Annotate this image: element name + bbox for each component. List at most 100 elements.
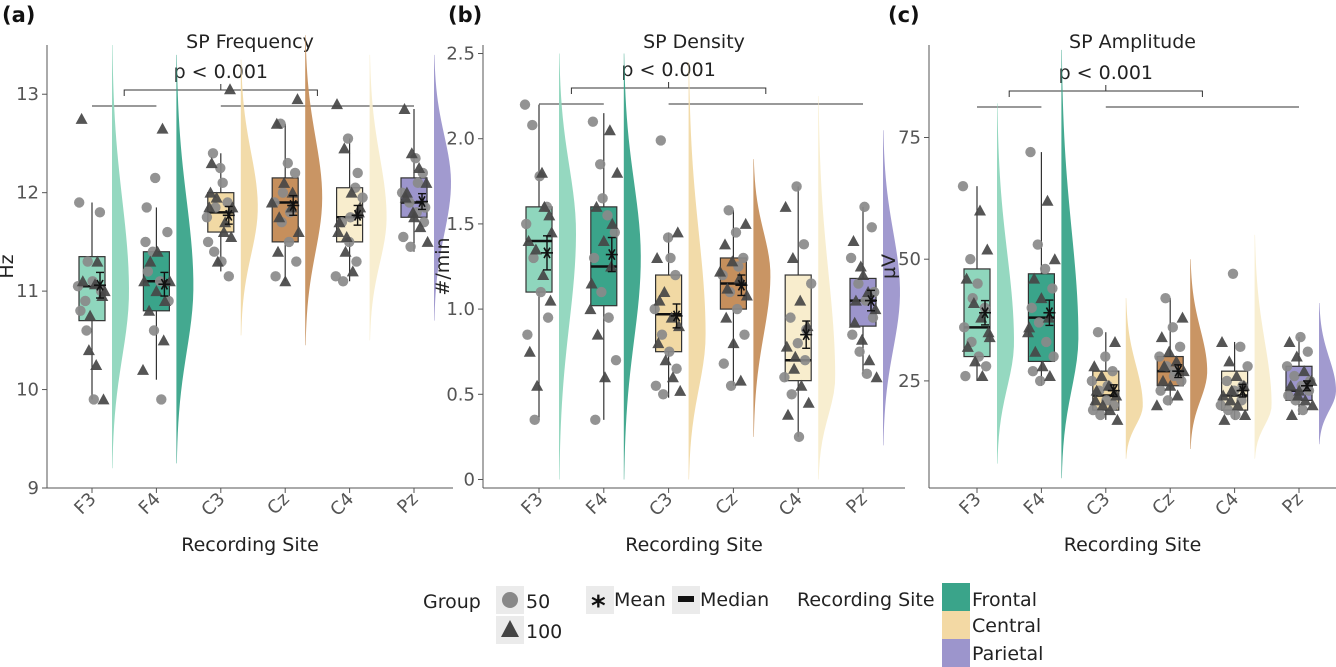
data-point-group-100 — [585, 277, 598, 289]
data-point-group-50 — [859, 201, 870, 213]
data-point-group-100 — [1150, 399, 1163, 411]
y-tick-label: 1.0 — [446, 299, 475, 320]
data-point-group-50 — [1235, 341, 1246, 353]
violin — [688, 62, 706, 480]
data-point-group-50 — [854, 346, 865, 357]
data-point-group-100 — [848, 316, 861, 328]
data-point-group-100 — [1109, 335, 1121, 347]
data-point-group-50 — [806, 278, 817, 289]
data-point-group-100 — [98, 285, 111, 297]
data-point-group-100 — [273, 211, 286, 223]
data-point-group-50 — [1281, 361, 1293, 372]
data-point-group-50 — [957, 180, 969, 192]
data-point-group-100 — [205, 157, 218, 169]
data-point-group-100 — [1041, 194, 1054, 206]
data-point-group-100 — [1299, 394, 1312, 406]
data-point-group-100 — [863, 354, 876, 366]
data-point-group-50 — [150, 172, 161, 184]
data-point-group-100 — [794, 294, 807, 306]
data-point-group-50 — [202, 236, 214, 248]
y-axis-title: Hz — [0, 254, 18, 278]
data-point-group-50 — [1289, 370, 1300, 382]
legend-median-marker — [678, 596, 694, 602]
mean-marker — [670, 310, 683, 322]
data-point-group-50 — [1087, 404, 1099, 416]
y-tick-label: 10 — [16, 380, 39, 401]
data-point-group-100 — [659, 354, 672, 366]
violin — [369, 54, 387, 341]
data-point-group-100 — [339, 245, 352, 257]
data-point-group-100 — [89, 278, 101, 290]
x-tick-label: Cz — [712, 489, 742, 519]
data-point-group-50 — [528, 252, 539, 264]
data-point-group-100 — [606, 217, 619, 229]
data-point-group-100 — [789, 350, 802, 362]
data-point-group-50 — [342, 133, 354, 144]
mean-marker — [541, 247, 553, 259]
legend-parietal-swatch — [942, 639, 970, 667]
data-point-group-50 — [1092, 327, 1104, 338]
data-point-group-50 — [542, 312, 554, 323]
data-point-group-50 — [1242, 361, 1253, 372]
mean-marker-stroke — [672, 310, 681, 322]
legend-central-label: Central — [972, 615, 1041, 637]
data-point-group-50 — [1039, 263, 1051, 275]
violin — [305, 35, 323, 346]
data-point-group-100 — [974, 204, 986, 216]
data-point-group-100 — [1230, 370, 1243, 382]
data-point-group-50 — [141, 202, 152, 213]
legend-circle-marker — [502, 592, 518, 608]
data-point-group-50 — [1167, 322, 1179, 333]
violin — [753, 159, 771, 437]
data-point-group-50 — [1107, 365, 1118, 377]
data-point-group-100 — [983, 331, 996, 343]
data-point-group-50 — [738, 252, 749, 264]
panel-title: SP Density — [643, 31, 745, 53]
data-point-group-100 — [976, 370, 989, 382]
data-point-group-50 — [867, 312, 879, 323]
data-point-group-100 — [543, 209, 556, 221]
data-point-group-100 — [345, 186, 358, 198]
data-point-group-100 — [1163, 345, 1176, 357]
data-point-group-100 — [398, 102, 411, 114]
y-axis-title: #/min — [432, 237, 454, 295]
data-point-group-100 — [603, 124, 616, 136]
mean-marker — [735, 279, 748, 291]
data-point-group-100 — [1293, 384, 1306, 396]
data-point-group-50 — [725, 380, 737, 391]
data-point-group-50 — [595, 159, 606, 170]
site-f3: F3 — [517, 53, 576, 519]
x-tick-label: F4 — [582, 489, 612, 519]
data-point-group-50 — [662, 232, 674, 243]
data-point-group-50 — [222, 197, 233, 208]
mean-marker — [287, 199, 300, 212]
data-point-group-100 — [975, 311, 988, 323]
data-point-group-50 — [723, 205, 734, 216]
mean-marker-stroke — [418, 195, 426, 208]
data-point-group-100 — [1090, 384, 1103, 396]
x-tick-label: F3 — [955, 489, 985, 519]
data-point-group-100 — [331, 98, 343, 110]
sig-label: p < 0.001 — [1059, 62, 1153, 84]
data-point-group-50 — [1227, 268, 1239, 279]
legend: Group 50 100 * Mean Median Recording Sit… — [423, 583, 1043, 667]
data-point-group-100 — [1164, 379, 1177, 391]
data-point-group-100 — [1224, 394, 1237, 406]
data-point-group-100 — [211, 255, 224, 267]
site-c4: C4 — [775, 96, 836, 521]
data-point-group-100 — [727, 337, 740, 349]
x-axis-title: Recording Site — [1064, 534, 1202, 556]
data-point-group-100 — [1218, 413, 1231, 425]
data-point-group-100 — [76, 275, 89, 287]
data-point-group-100 — [969, 355, 982, 367]
data-point-group-50 — [792, 337, 803, 349]
violin — [818, 96, 836, 480]
data-point-group-100 — [1217, 389, 1230, 401]
data-point-group-100 — [522, 234, 535, 246]
data-point-group-50 — [527, 119, 538, 131]
data-point-group-50 — [521, 218, 532, 230]
legend-central-swatch — [942, 611, 970, 639]
data-point-group-50 — [398, 231, 409, 243]
violin — [434, 54, 451, 321]
violin — [112, 45, 129, 469]
